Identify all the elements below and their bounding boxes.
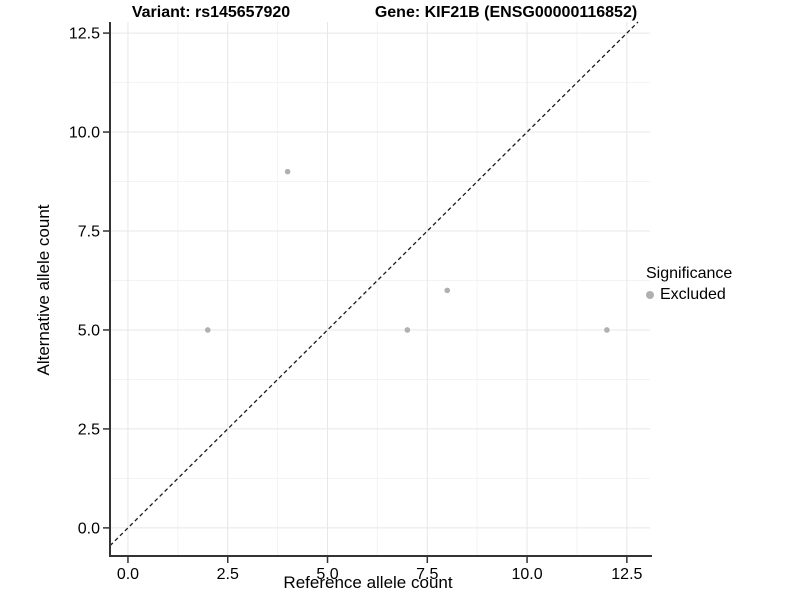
y-tick-label: 12.5 xyxy=(69,26,100,43)
y-tick-label: 10.0 xyxy=(69,125,100,142)
excluded-point-icon xyxy=(646,291,654,299)
y-axis-title: Alternative allele count xyxy=(34,204,53,376)
legend: Significance Excluded xyxy=(646,265,732,304)
x-tick-label: 12.5 xyxy=(611,566,642,583)
x-tick-label: 7.5 xyxy=(416,566,438,583)
x-axis-title: Reference allele count xyxy=(283,573,453,592)
x-tick-label: 10.0 xyxy=(512,566,543,583)
gene-title: Gene: KIF21B (ENSG00000116852) xyxy=(374,4,638,21)
y-tick-label: 0.0 xyxy=(78,520,100,537)
data-point xyxy=(604,327,610,333)
y-tick-label: 7.5 xyxy=(78,224,100,241)
x-tick-label: 5.0 xyxy=(316,566,338,583)
variant-title: Variant: rs145657920 xyxy=(131,4,291,21)
legend-title: Significance xyxy=(646,265,733,282)
legend-entry-label: Excluded xyxy=(660,286,726,303)
data-point xyxy=(204,327,211,333)
data-point xyxy=(404,327,411,333)
legend-entry-excluded: Excluded xyxy=(646,286,732,304)
data-point xyxy=(444,287,451,294)
data-point xyxy=(284,168,291,175)
x-tick-label: 0.0 xyxy=(117,566,139,583)
identity-line xyxy=(109,21,639,547)
y-tick-label: 2.5 xyxy=(78,421,100,438)
x-tick-label: 2.5 xyxy=(217,566,239,583)
y-tick-label: 5.0 xyxy=(78,322,100,339)
